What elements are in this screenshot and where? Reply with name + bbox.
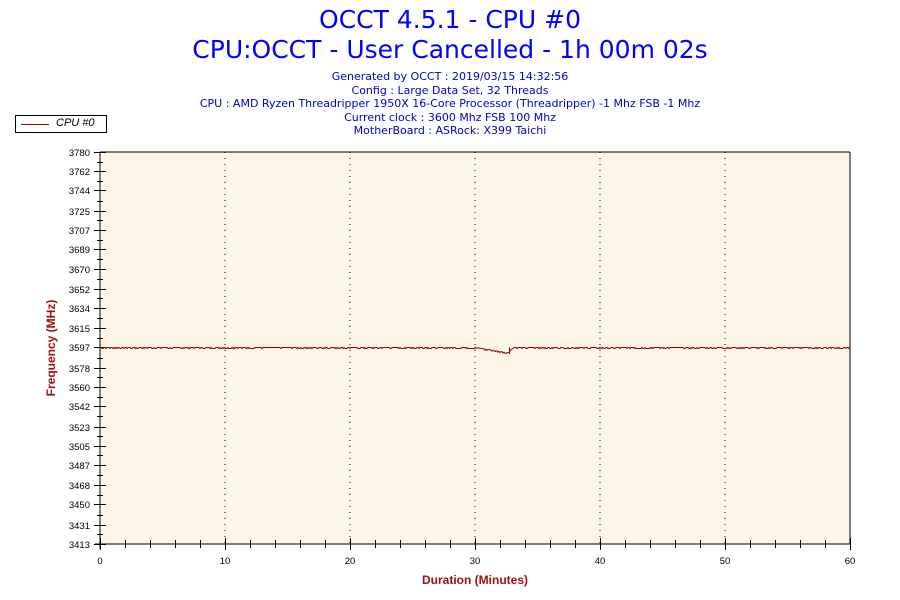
x-axis-title: Duration (Minutes) (422, 573, 528, 587)
y-tick-label: 3450 (69, 500, 90, 511)
motherboard-info: MotherBoard : ASRock: X399 Taichi (353, 124, 547, 138)
y-axis-title: Frequency (MHz) (44, 300, 58, 397)
y-tick-label: 3689 (69, 245, 90, 256)
legend: CPU #0 (15, 115, 107, 133)
y-tick-label: 3560 (69, 383, 90, 394)
cpu-info: CPU : AMD Ryzen Threadripper 1950X 16-Co… (199, 97, 701, 111)
x-tick-label: 60 (845, 556, 856, 567)
y-tick-label: 3725 (69, 207, 90, 218)
generated-info: Generated by OCCT : 2019/03/15 14:32:56 (331, 70, 569, 83)
y-tick-label: 3670 (69, 265, 90, 276)
y-tick-label: 3597 (69, 343, 90, 354)
x-tick-label: 40 (595, 556, 606, 567)
y-tick-label: 3762 (69, 167, 90, 178)
chart-info-lines: Generated by OCCT : 2019/03/15 14:32:56 … (0, 70, 900, 138)
x-tick-label: 30 (470, 556, 481, 567)
x-tick-label: 10 (220, 556, 231, 567)
y-tick-label: 3413 (69, 540, 90, 551)
y-tick-label: 3780 (69, 148, 90, 159)
y-tick-label: 3431 (69, 521, 90, 532)
y-tick-label: 3707 (69, 226, 90, 237)
series-line-cpu0 (100, 346, 851, 354)
x-tick-label: 50 (720, 556, 731, 567)
chart-title: OCCT 4.5.1 - CPU #0 (319, 5, 581, 34)
x-tick-label: 0 (97, 556, 102, 567)
y-tick-label: 3542 (69, 402, 90, 413)
x-tick-label: 20 (345, 556, 356, 567)
y-tick-label: 3615 (69, 324, 90, 335)
y-tick-label: 3505 (69, 442, 90, 453)
y-tick-label: 3744 (69, 186, 90, 197)
y-tick-label: 3523 (69, 423, 90, 434)
y-tick-label: 3487 (69, 461, 90, 472)
config-info: Config : Large Data Set, 32 Threads (351, 83, 549, 97)
legend-label: CPU #0 (56, 117, 95, 129)
y-tick-label: 3652 (69, 285, 90, 296)
y-tick-label: 3578 (69, 364, 90, 375)
y-tick-label: 3468 (69, 481, 90, 492)
y-tick-label: 3634 (69, 304, 90, 315)
chart-subtitle: CPU:OCCT - User Cancelled - 1h 00m 02s (192, 35, 708, 64)
legend-swatch-icon (21, 124, 49, 125)
clock-info: Current clock : 3600 Mhz FSB 100 Mhz (344, 110, 556, 124)
